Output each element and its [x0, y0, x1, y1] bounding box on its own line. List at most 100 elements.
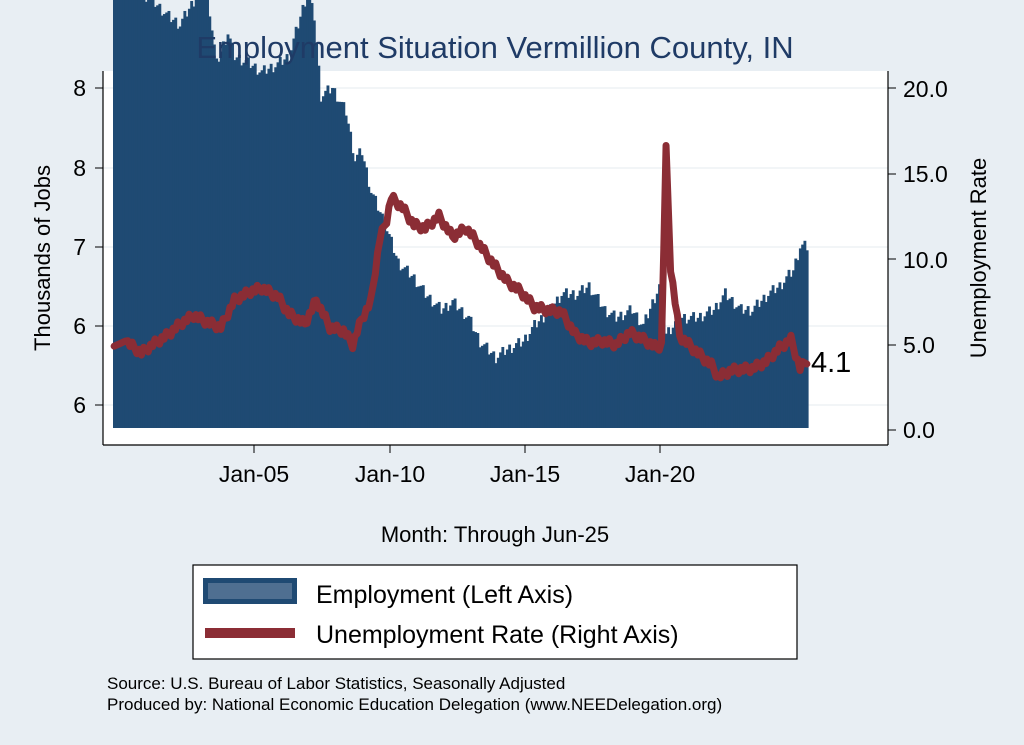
employment-bar	[346, 123, 350, 428]
right-tick-label: 5.0	[903, 332, 935, 358]
employment-bar	[392, 252, 396, 428]
left-tick-label: 6	[73, 313, 86, 339]
employment-bar	[151, 0, 155, 429]
employment-bar	[176, 28, 180, 428]
employment-bar	[187, 8, 191, 428]
employment-bar	[555, 296, 559, 428]
right-tick-label: 0.0	[903, 417, 935, 443]
employment-bar	[628, 305, 632, 428]
employment-bar	[435, 303, 439, 428]
employment-bar	[653, 303, 657, 428]
employment-bar	[458, 308, 462, 428]
employment-bar	[326, 85, 330, 429]
employment-bar	[122, 0, 125, 429]
employment-bar	[310, 3, 314, 428]
employment-bar	[396, 258, 400, 428]
employment-bar	[360, 155, 364, 428]
employment-bar	[440, 313, 443, 428]
employment-bar	[539, 315, 543, 428]
left-tick-label: 6	[73, 392, 86, 418]
employment-bar	[287, 62, 291, 428]
employment-bar	[424, 297, 428, 428]
employment-bar	[290, 50, 294, 428]
employment-bar	[235, 57, 239, 429]
employment-bar	[803, 240, 807, 428]
x-tick-label: Jan-20	[625, 461, 695, 487]
employment-bar	[551, 310, 555, 428]
employment-bar	[410, 275, 414, 428]
employment-bar	[349, 131, 353, 428]
employment-bar	[231, 42, 234, 429]
employment-bar	[203, 0, 207, 429]
employment-bar	[694, 321, 698, 428]
employment-bar	[780, 289, 784, 428]
employment-bar	[553, 303, 557, 428]
employment-bar	[467, 315, 471, 428]
employment-bar	[430, 306, 434, 428]
employment-bar	[306, 0, 309, 429]
employment-bar	[285, 54, 289, 428]
employment-bar	[260, 70, 264, 428]
employment-bar	[181, 18, 185, 429]
employment-bar	[276, 62, 280, 428]
employment-bar	[630, 313, 634, 428]
employment-bar	[542, 322, 546, 428]
employment-bar	[387, 234, 391, 428]
employment-bar	[208, 16, 212, 428]
employment-bar	[603, 306, 607, 428]
employment-bar	[135, 0, 139, 428]
employment-bar	[696, 317, 700, 428]
employment-bar	[558, 302, 562, 428]
employment-bar	[639, 324, 643, 428]
employment-bar	[144, 1, 148, 429]
employment-bar	[608, 314, 611, 428]
source-note: Source: U.S. Bureau of Labor Statistics,…	[107, 674, 565, 693]
employment-bar	[587, 282, 591, 428]
employment-bar	[160, 15, 164, 429]
employment-bar	[317, 65, 321, 428]
employment-bar	[358, 148, 362, 428]
employment-bar	[680, 317, 684, 428]
employment-bar	[237, 54, 241, 428]
employment-bar	[444, 302, 448, 428]
employment-bar	[165, 12, 169, 428]
employment-bar	[678, 321, 682, 428]
employment-bar	[421, 285, 425, 428]
employment-bar	[292, 38, 296, 429]
employment-bar	[299, 16, 303, 429]
employment-bar	[562, 292, 566, 428]
employment-bar	[721, 295, 725, 428]
employment-bar	[599, 306, 602, 428]
employment-bar	[589, 295, 593, 428]
employment-bar	[119, 0, 123, 429]
employment-bar	[117, 0, 121, 428]
employment-bar	[685, 323, 689, 428]
employment-bar	[619, 311, 623, 428]
employment-bar	[462, 319, 466, 428]
x-tick-label: Jan-05	[219, 461, 289, 487]
employment-bar	[344, 115, 348, 428]
employment-bar	[503, 354, 507, 428]
employment-bar	[469, 316, 473, 428]
employment-bar	[167, 10, 171, 428]
employment-bar	[585, 287, 589, 428]
employment-bar	[312, 20, 316, 428]
employment-bar	[635, 312, 639, 428]
employment-bar	[192, 6, 196, 429]
employment-bar	[294, 26, 298, 428]
employment-bar	[624, 315, 627, 428]
employment-bar	[383, 228, 387, 428]
employment-bar	[487, 354, 491, 428]
employment-bar	[137, 0, 141, 428]
employment-bar	[331, 88, 334, 428]
employment-bar	[592, 294, 596, 428]
employment-bar	[442, 308, 446, 428]
employment-bar	[449, 305, 453, 428]
employment-bar	[115, 0, 119, 428]
employment-bar	[337, 101, 341, 428]
employment-bar	[228, 38, 232, 429]
employment-bar	[508, 344, 512, 428]
employment-bar	[415, 287, 418, 428]
employment-bar	[569, 294, 573, 428]
